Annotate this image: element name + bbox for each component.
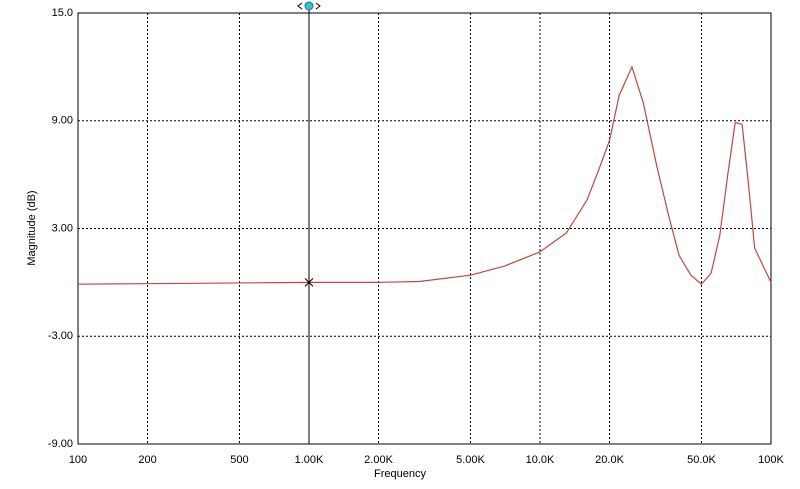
x-tick-label: 500 [230, 454, 248, 466]
x-tick-label: 10.0K [526, 454, 555, 466]
y-tick-label: 9.00 [52, 115, 73, 127]
x-tick-label: 50.0K [687, 454, 716, 466]
x-axis-label: Frequency [374, 468, 426, 480]
cursor-marker [304, 278, 314, 287]
series-line [77, 65, 772, 286]
x-tick-label: 100 [69, 454, 87, 466]
x-tick-label: 200 [138, 454, 156, 466]
x-tick-label: 2.00K [364, 454, 393, 466]
y-tick-label: 15.0 [52, 7, 73, 19]
cursor-handle [304, 1, 314, 11]
y-tick-label: -3.00 [48, 330, 73, 342]
x-tick-label: 20.0K [595, 454, 624, 466]
y-axis-label: Magnitude (dB) [26, 190, 38, 265]
cursor-arrows [297, 2, 321, 10]
x-tick-label: 100K [758, 454, 784, 466]
y-tick-label: -9.00 [48, 438, 73, 450]
x-tick-label: 5.00K [456, 454, 485, 466]
x-tick-label: 1.00K [295, 454, 324, 466]
y-tick-label: 3.00 [52, 222, 73, 234]
